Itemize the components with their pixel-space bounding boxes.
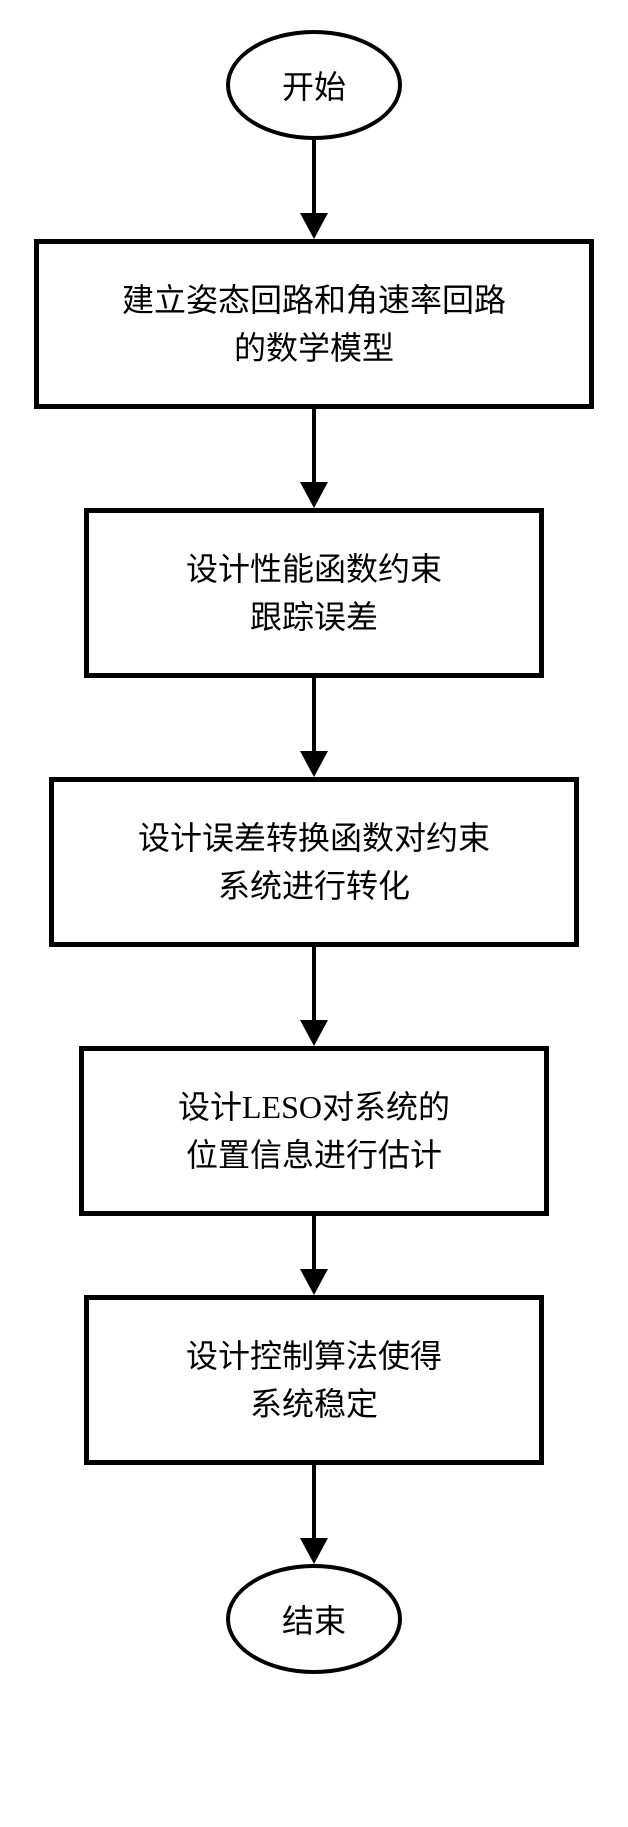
process-step1: 建立姿态回路和角速率回路 的数学模型: [34, 239, 594, 409]
flow-arrow: [300, 947, 328, 1046]
arrow-shaft: [312, 678, 316, 752]
process-step2: 设计性能函数约束 跟踪误差: [84, 508, 544, 678]
node-label: 设计LESO对系统的 位置信息进行估计: [178, 1083, 450, 1179]
arrow-head: [300, 1538, 328, 1564]
arrow-shaft: [312, 140, 316, 214]
arrow-shaft: [312, 947, 316, 1021]
node-label: 建立姿态回路和角速率回路 的数学模型: [122, 276, 506, 372]
node-label: 设计误差转换函数对约束 系统进行转化: [138, 814, 490, 910]
flow-arrow: [300, 140, 328, 239]
node-label: 结束: [282, 1596, 346, 1642]
node-label: 设计控制算法使得 系统稳定: [186, 1332, 442, 1428]
process-step5: 设计控制算法使得 系统稳定: [84, 1295, 544, 1465]
arrow-shaft: [312, 1465, 316, 1539]
flow-arrow: [300, 678, 328, 777]
terminator-end: 结束: [226, 1564, 402, 1674]
arrow-head: [300, 751, 328, 777]
flowchart-container: 开始建立姿态回路和角速率回路 的数学模型设计性能函数约束 跟踪误差设计误差转换函…: [0, 0, 628, 1704]
arrow-head: [300, 213, 328, 239]
terminator-start: 开始: [226, 30, 402, 140]
process-step4: 设计LESO对系统的 位置信息进行估计: [79, 1046, 549, 1216]
arrow-head: [300, 482, 328, 508]
arrow-shaft: [312, 409, 316, 483]
flow-arrow: [300, 1216, 328, 1295]
node-label: 设计性能函数约束 跟踪误差: [186, 545, 442, 641]
node-label: 开始: [282, 62, 346, 108]
flow-arrow: [300, 1465, 328, 1564]
process-step3: 设计误差转换函数对约束 系统进行转化: [49, 777, 579, 947]
arrow-head: [300, 1269, 328, 1295]
arrow-shaft: [312, 1216, 316, 1270]
flow-arrow: [300, 409, 328, 508]
arrow-head: [300, 1020, 328, 1046]
